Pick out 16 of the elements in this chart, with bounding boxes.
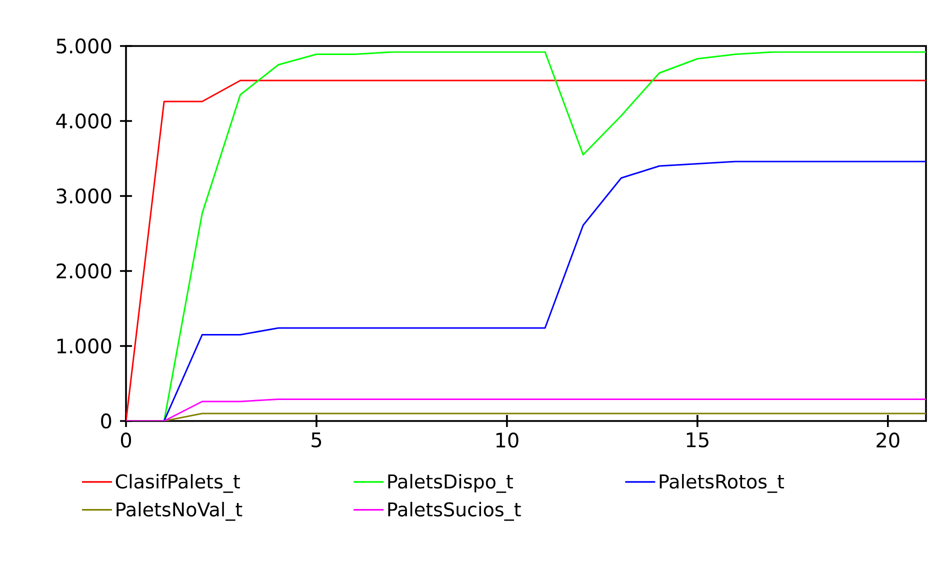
legend-label: PaletsNoVal_t — [116, 502, 242, 521]
legend-label: ClasifPalets_t — [116, 474, 240, 493]
x-tick-label: 10 — [496, 432, 518, 448]
legend-label: PaletsSucios_t — [388, 502, 521, 521]
x-tick-label: 0 — [120, 432, 132, 448]
y-tick-label: 5.000 — [56, 38, 112, 54]
y-tick-label: 4.000 — [56, 113, 112, 129]
y-tick-label: 1.000 — [57, 338, 112, 354]
legend-label: PaletsRotos_t — [660, 474, 784, 493]
y-tick-label: 3.000 — [56, 188, 112, 204]
x-tick-label: 5 — [312, 432, 322, 448]
x-tick-label: 20 — [876, 432, 900, 448]
y-tick-label: 0 — [101, 413, 112, 429]
x-tick-label: 15 — [686, 432, 708, 448]
y-tick-label: 2.000 — [56, 263, 112, 279]
legend-label: PaletsDispo_t — [388, 474, 513, 493]
